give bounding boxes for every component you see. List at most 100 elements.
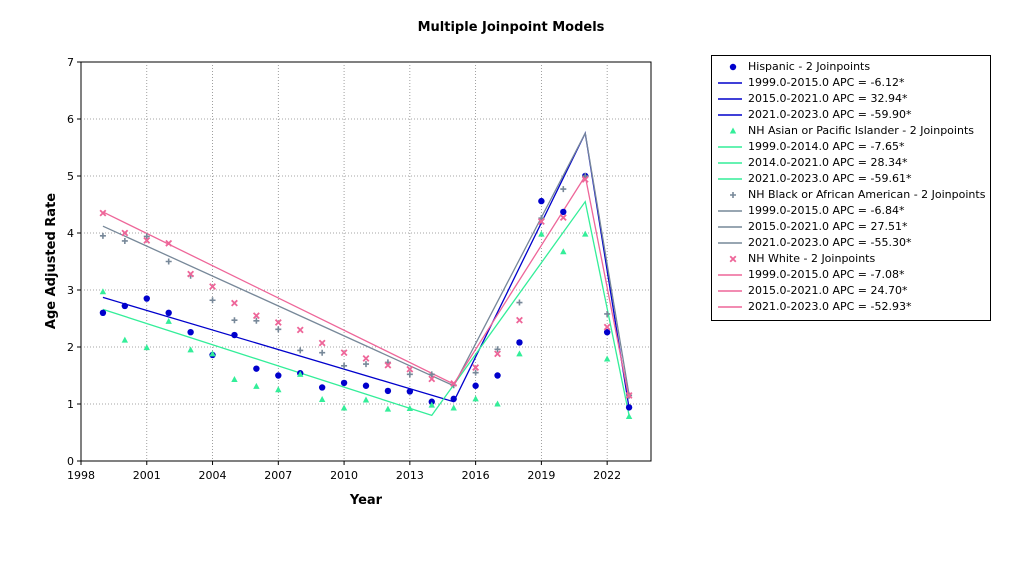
legend-line-swatch <box>718 178 742 180</box>
data-point-series-2 <box>428 401 435 408</box>
y-tick-label: 2 <box>67 341 74 354</box>
legend-label: 2015.0-2021.0 APC = 32.94* <box>748 92 908 105</box>
legend-line-swatch <box>718 146 742 148</box>
data-point-series-3 <box>275 326 282 333</box>
legend-label: 2015.0-2021.0 APC = 24.70* <box>748 284 908 297</box>
legend-marker-swatch <box>729 63 737 71</box>
data-point-series-3 <box>560 186 567 193</box>
data-point-series-2 <box>625 413 633 420</box>
legend-marker <box>729 255 737 263</box>
data-point-series-2 <box>165 317 172 324</box>
legend-line-swatch <box>718 242 742 244</box>
legend-segment-series-4-3: 2021.0-2023.0 APC = -52.93* <box>712 299 990 315</box>
x-axis-title: Year <box>349 493 383 508</box>
x-tick-label: 2013 <box>396 469 424 482</box>
data-point-series-2 <box>406 405 414 412</box>
data-point-series-4 <box>494 350 501 358</box>
legend-label: 2021.0-2023.0 APC = -52.93* <box>748 300 912 313</box>
data-point-series-3 <box>582 173 589 179</box>
fit-line-series-2 <box>102 200 630 417</box>
data-point-series-2 <box>209 350 216 357</box>
y-tick-label: 1 <box>67 398 74 411</box>
x-tick-label: 2004 <box>199 469 227 482</box>
data-point-series-2 <box>231 375 238 382</box>
y-axis-title: Age Adjusted Rate <box>44 193 59 329</box>
x-tick-label: 2007 <box>264 469 292 482</box>
data-point-series-1 <box>472 382 479 389</box>
data-point-series-1 <box>603 328 611 336</box>
data-point-series-2 <box>384 405 392 412</box>
data-point-series-3 <box>209 297 216 304</box>
y-tick-label: 6 <box>67 113 74 126</box>
chart-title: Multiple Joinpoint Models <box>418 20 605 35</box>
data-point-series-4 <box>252 312 260 320</box>
data-point-series-1 <box>253 365 260 372</box>
legend-line-swatch <box>718 82 742 84</box>
data-point-series-4 <box>450 380 458 387</box>
legend-marker-swatch <box>730 192 736 198</box>
data-point-series-2 <box>121 336 129 343</box>
legend-marker <box>730 192 736 198</box>
legend-marker-swatch <box>729 127 737 134</box>
x-tick-label: 1998 <box>67 469 95 482</box>
legend-label: Hispanic - 2 Joinpoints <box>748 60 871 73</box>
data-point-series-2 <box>99 288 107 295</box>
legend-marker <box>729 127 737 134</box>
data-point-series-3 <box>319 349 326 356</box>
data-point-series-4 <box>231 299 238 307</box>
data-point-series-4 <box>537 218 545 226</box>
data-point-series-3 <box>231 317 238 324</box>
data-point-series-1 <box>165 309 172 316</box>
data-point-series-2 <box>318 395 326 402</box>
x-tick-label: 2010 <box>330 469 358 482</box>
data-point-series-4 <box>406 365 414 373</box>
legend-label: 2015.0-2021.0 APC = 27.51* <box>748 220 908 233</box>
y-tick-label: 3 <box>67 284 74 297</box>
data-point-series-4 <box>165 239 173 247</box>
data-points <box>99 172 633 420</box>
data-point-series-4 <box>187 270 195 278</box>
legend-line-swatch <box>718 274 742 276</box>
data-point-series-3 <box>538 215 545 222</box>
legend-line-swatch <box>718 226 742 228</box>
data-point-series-3 <box>297 347 304 354</box>
data-point-series-3 <box>99 232 106 239</box>
data-point-series-3 <box>121 237 128 244</box>
data-point-series-2 <box>516 350 523 357</box>
data-point-series-2 <box>187 346 194 353</box>
data-point-series-2 <box>582 230 589 237</box>
data-point-series-1 <box>625 404 633 411</box>
data-point-series-3 <box>165 258 172 265</box>
data-point-series-3 <box>406 371 413 378</box>
axis-ticks: 1998 2001 2004 2007 2010 2013 2016 2019 2022 0 1 2 3… <box>67 56 621 482</box>
legend-line-swatch <box>718 162 742 164</box>
legend-segment-series-4-1: 1999.0-2015.0 APC = -7.08* <box>712 267 990 283</box>
data-point-series-2 <box>472 395 479 402</box>
legend-label: 2021.0-2023.0 APC = -59.61* <box>748 172 912 185</box>
legend-label: NH Asian or Pacific Islander - 2 Joinpoi… <box>748 124 974 137</box>
data-point-series-1 <box>560 208 567 216</box>
data-point-series-3 <box>494 346 501 353</box>
data-point-series-3 <box>253 317 260 324</box>
legend-label: 1999.0-2015.0 APC = -6.12* <box>748 76 905 89</box>
legend-segment-series-4-2: 2015.0-2021.0 APC = 24.70* <box>712 283 990 299</box>
data-point-series-1 <box>143 295 150 302</box>
x-tick-label: 2001 <box>133 469 161 482</box>
legend-line-swatch <box>718 210 742 212</box>
x-tick-label: 2022 <box>593 469 621 482</box>
legend-segment-series-3-3: 2021.0-2023.0 APC = -55.30* <box>712 235 990 251</box>
data-point-series-4 <box>121 229 129 237</box>
data-point-series-1 <box>99 309 107 316</box>
data-point-series-4 <box>209 283 216 291</box>
legend-segment-series-2-1: 1999.0-2014.0 APC = -7.65* <box>712 139 990 155</box>
legend-segment-series-3-1: 1999.0-2015.0 APC = -6.84* <box>712 203 990 219</box>
legend-label: NH Black or African American - 2 Joinpoi… <box>748 188 986 201</box>
data-point-series-1 <box>121 302 129 310</box>
data-point-series-1 <box>406 388 414 395</box>
legend-entry-series-2: NH Asian or Pacific Islander - 2 Joinpoi… <box>712 123 990 139</box>
data-point-series-3 <box>472 369 479 376</box>
legend-entry-series-3: NH Black or African American - 2 Joinpoi… <box>712 187 990 203</box>
data-point-series-1 <box>231 331 238 339</box>
data-point-series-3 <box>143 233 150 240</box>
